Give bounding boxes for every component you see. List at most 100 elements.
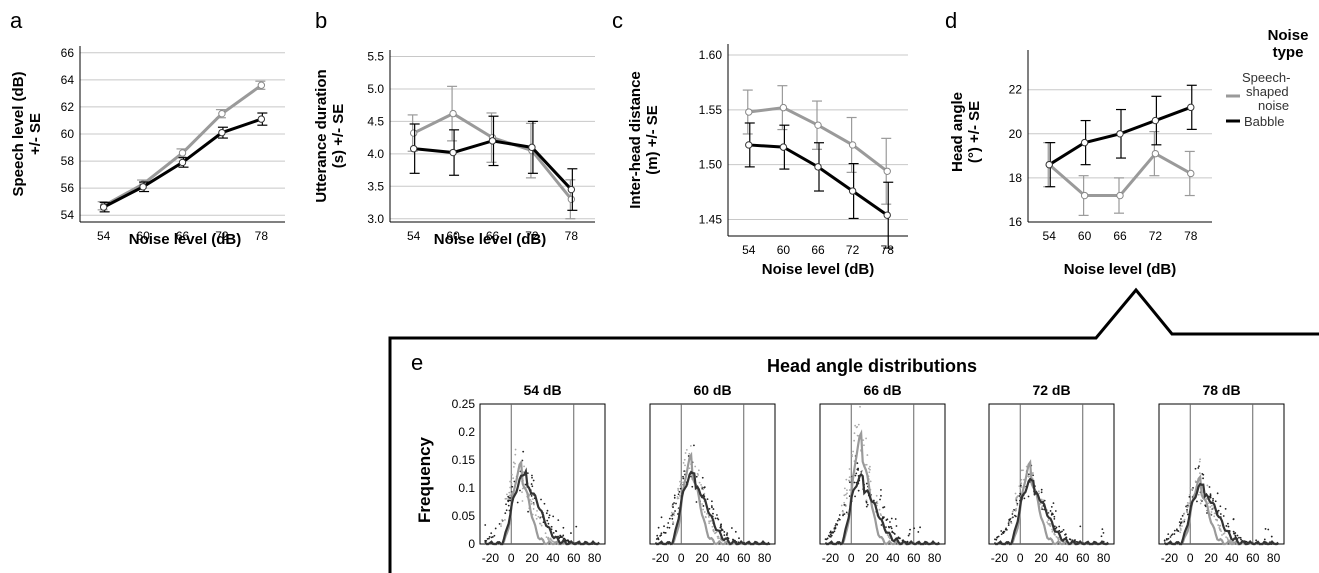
scatter-dot-speech-shaped [1207, 502, 1210, 505]
scatter-dot-babble [854, 474, 857, 477]
scatter-dot-babble [691, 485, 694, 488]
scatter-dot-babble [1232, 518, 1235, 521]
y-tick-label: 58 [61, 154, 75, 168]
scatter-dot-babble [1027, 495, 1030, 498]
data-point [1080, 191, 1089, 200]
legend-item1-line1: Speech- [1242, 70, 1290, 85]
scatter-dot-speech-shaped [673, 514, 676, 517]
scatter-dot-babble [1219, 513, 1222, 515]
scatter-dot-babble [1061, 530, 1063, 533]
scatter-dot-babble [498, 523, 501, 525]
scatter-dot-speech-shaped [1016, 504, 1019, 507]
scatter-dot-speech-shaped [514, 462, 516, 465]
scatter-dot-speech-shaped [535, 517, 538, 520]
scatter-dot-babble [1240, 538, 1242, 541]
scatter-dot-babble [891, 530, 894, 533]
scatter-dot-babble [830, 534, 833, 537]
y-tick-label: 20 [1009, 127, 1023, 141]
series-speech-shaped [1043, 130, 1195, 216]
y-tick-label: 66 [61, 46, 75, 60]
scatter-dot-babble [679, 487, 682, 490]
x-tick-label: 60 [777, 243, 791, 257]
scatter-dot-babble [1049, 510, 1052, 512]
scatter-dot-speech-shaped [702, 488, 705, 491]
scatter-dot-babble [913, 527, 916, 530]
scatter-dot-babble [1171, 533, 1174, 536]
scatter-dot-speech-shaped [700, 486, 703, 489]
scatter-dot-speech-shaped [848, 479, 850, 482]
scatter-dot-babble [738, 537, 740, 540]
scatter-dot-babble [1101, 528, 1104, 531]
scatter-dot-speech-shaped [530, 503, 533, 505]
data-point [178, 149, 187, 157]
scatter-dot-babble [519, 489, 521, 492]
y-tick-label: 3.0 [367, 212, 384, 226]
distribution-subplot: 60 dB -20 0 20 40 60 80 [649, 382, 776, 565]
scatter-dot-speech-shaped [843, 494, 846, 497]
scatter-dot-speech-shaped [1031, 473, 1034, 476]
scatter-dot-speech-shaped [500, 525, 502, 527]
data-point [883, 167, 891, 175]
data-point [1080, 138, 1089, 147]
data-point [1151, 149, 1160, 158]
data-point [257, 115, 266, 123]
scatter-dot-babble [488, 537, 490, 540]
scatter-dot-speech-shaped [700, 483, 702, 486]
scatter-dot-babble [1209, 494, 1212, 497]
scatter-dot-speech-shaped [840, 504, 843, 507]
scatter-dot-speech-shaped [862, 439, 865, 442]
x-tick-label: 54 [1043, 229, 1057, 243]
scatter-dot-babble [838, 514, 841, 516]
scatter-dot-babble [531, 476, 533, 479]
scatter-dot-speech-shaped [684, 464, 686, 467]
scatter-dot-babble [829, 535, 832, 538]
scatter-dot-speech-shaped [859, 405, 861, 408]
scatter-dot-babble [890, 527, 893, 530]
scatter-dot-speech-shaped [844, 493, 847, 496]
scatter-dot-speech-shaped [545, 536, 548, 538]
scatter-dot-speech-shaped [856, 434, 859, 437]
scatter-dot-speech-shaped [1220, 530, 1223, 532]
density-curve-babble [484, 467, 600, 546]
scatter-dot-speech-shaped [848, 476, 851, 479]
legend-title-line2: type [1273, 44, 1304, 61]
y-tick-label: 0.1 [458, 481, 475, 495]
scatter-dot-speech-shaped [706, 512, 708, 515]
scatter-dot-speech-shaped [523, 465, 525, 468]
scatter-dot-speech-shaped [702, 508, 704, 511]
scatter-dot-babble [1001, 531, 1004, 534]
scatter-dot-speech-shaped [1049, 525, 1052, 527]
scatter-dot-babble [1000, 530, 1003, 532]
scatter-dot-speech-shaped [703, 492, 706, 495]
scatter-dot-speech-shaped [544, 532, 547, 535]
scatter-dot-babble [1224, 507, 1227, 510]
scatter-dot-speech-shaped [1018, 485, 1021, 488]
scatter-dot-babble [853, 481, 856, 484]
scatter-dot-speech-shaped [1055, 535, 1058, 538]
x-tick-label: 0 [678, 551, 685, 565]
scatter-dot-babble [1236, 534, 1239, 537]
distribution-subplot: 72 dB -20 0 20 40 60 80 [988, 382, 1115, 565]
scatter-dot-babble [1074, 539, 1076, 541]
scatter-dot-speech-shaped [670, 511, 673, 514]
x-tick-label: 66 [811, 243, 825, 257]
scatter-dot-speech-shaped [1210, 511, 1213, 513]
scatter-dot-babble [1180, 518, 1182, 520]
scatter-dot-babble [726, 532, 729, 534]
x-tick-label: 60 [1078, 229, 1092, 243]
scatter-dot-speech-shaped [1183, 512, 1186, 515]
data-point [1187, 169, 1195, 178]
scatter-dot-babble [1196, 500, 1198, 503]
scatter-dot-babble [562, 526, 565, 529]
scatter-dot-speech-shaped [672, 512, 675, 514]
scatter-dot-babble [865, 501, 868, 504]
scatter-dot-speech-shaped [1186, 502, 1189, 504]
legend-item1-line2: shaped [1246, 84, 1289, 99]
distribution-subplot: 54 dB -20 0 20 40 60 80 0 0.05 0.1 0.15 0.2 0.25 [452, 382, 606, 565]
y-tick-label: 0.05 [452, 509, 476, 523]
scatter-dot-speech-shaped [685, 448, 688, 451]
scatter-dot-babble [682, 477, 685, 480]
scatter-dot-babble [1198, 465, 1200, 468]
subplot-frame [1158, 403, 1285, 545]
scatter-dot-babble [1102, 531, 1105, 534]
